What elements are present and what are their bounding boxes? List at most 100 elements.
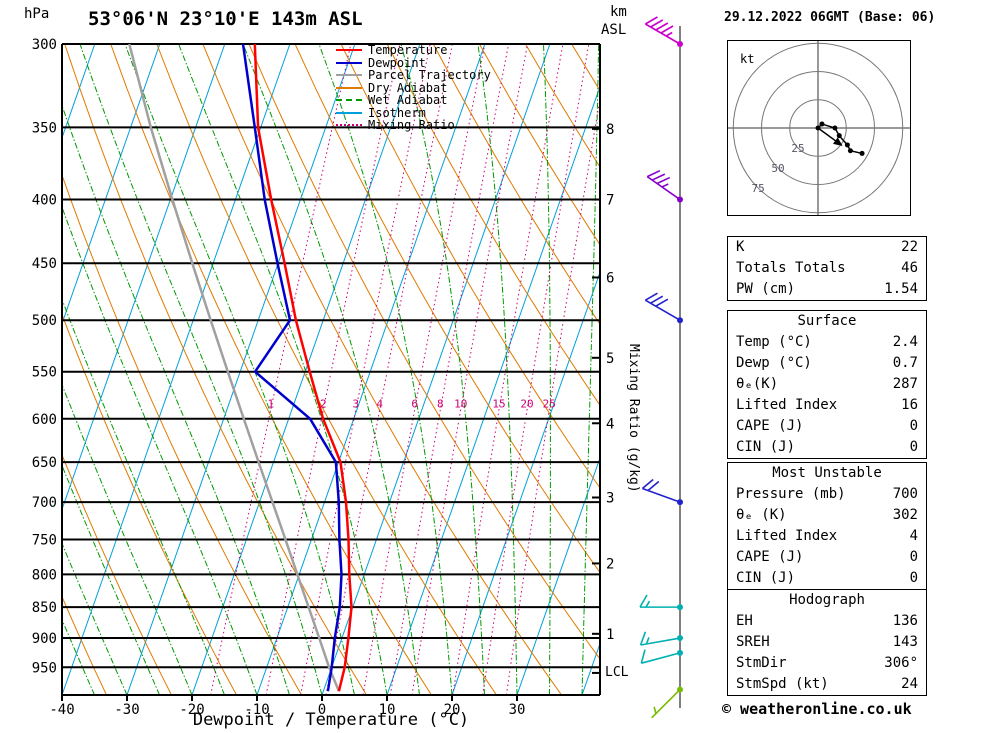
table-row: Totals Totals 46 <box>728 258 926 279</box>
svg-text:6: 6 <box>411 398 418 411</box>
info-table: Surface Temp (°C) 2.4 Dewp (°C) 0.7 θₑ(K) 287 L… <box>727 310 927 459</box>
svg-text:4: 4 <box>376 398 383 411</box>
table-header: Hodograph <box>789 592 865 608</box>
legend-label: Parcel Trajectory <box>368 68 491 83</box>
legend-item: Parcel Trajectory <box>336 68 491 83</box>
km-axis: 8 7 6 5 4 3 2 1 <box>592 122 614 674</box>
svg-text:25: 25 <box>791 142 804 155</box>
row-value: 0 <box>909 418 918 434</box>
svg-text:10: 10 <box>379 702 396 718</box>
legend-swatch <box>336 49 362 52</box>
mixing-ratio-labels: 1 2 3 4 6 8 10 15 20 25 <box>267 398 555 411</box>
row-value: 306° <box>884 655 918 671</box>
row-label: CAPE (J) <box>736 549 804 565</box>
isotherm-lines <box>62 44 600 695</box>
hodograph-unit-label: kt <box>740 52 755 66</box>
row-label: Pressure (mb) <box>736 486 846 502</box>
legend-label: Isotherm <box>368 105 426 120</box>
svg-text:600: 600 <box>32 412 57 428</box>
svg-text:5: 5 <box>606 351 614 367</box>
table-row: EH 136 <box>728 611 926 632</box>
lcl-label: LCL <box>605 665 629 680</box>
table-header: Most Unstable <box>772 465 882 481</box>
svg-text:6: 6 <box>606 270 614 286</box>
svg-text:450: 450 <box>32 256 57 272</box>
row-label: CIN (J) <box>736 570 796 586</box>
row-value: 0 <box>909 549 918 565</box>
temp-axis: -40 -30 -20 -10 0 10 20 30 <box>49 695 525 718</box>
table-row: θₑ(K) 287 <box>728 374 926 395</box>
row-value: 22 <box>901 239 918 255</box>
row-value: 143 <box>892 634 918 650</box>
row-value: 4 <box>909 528 918 544</box>
row-label: Totals Totals <box>736 260 846 276</box>
legend-swatch <box>336 99 362 102</box>
asl-label: ASL <box>601 22 627 38</box>
row-label: SREH <box>736 634 770 650</box>
svg-text:300: 300 <box>32 37 57 53</box>
svg-text:400: 400 <box>32 193 57 209</box>
pressure-grid <box>61 43 601 696</box>
svg-text:-30: -30 <box>114 702 139 718</box>
pressure-unit-label: hPa <box>24 6 50 22</box>
mixing-ratio-lines <box>210 44 600 695</box>
svg-text:25: 25 <box>543 398 556 411</box>
km-unit-label: km <box>610 4 627 20</box>
svg-text:3: 3 <box>606 490 614 506</box>
info-table: Hodograph EH 136 SREH 143 StmDir 306° StmSpd (k… <box>727 589 927 696</box>
row-value: 302 <box>892 507 918 523</box>
info-tables: K 22 Totals Totals 46 PW (cm) 1.54 Surface Temp… <box>727 236 927 696</box>
table-row: CIN (J) 0 <box>728 568 926 589</box>
row-label: K <box>736 239 745 255</box>
legend-label: Mixing Ratio <box>368 118 455 133</box>
svg-text:20: 20 <box>520 398 533 411</box>
legend-item: Dewpoint <box>336 56 491 70</box>
table-row: CIN (J) 0 <box>728 437 926 458</box>
svg-text:850: 850 <box>32 600 57 616</box>
svg-text:2: 2 <box>320 398 327 411</box>
legend-swatch <box>336 86 362 89</box>
table-row: Pressure (mb) 700 <box>728 484 926 505</box>
x-axis-label: Dewpoint / Temperature (°C) <box>192 710 470 730</box>
svg-text:-40: -40 <box>49 702 74 718</box>
parcel-curve <box>128 44 341 692</box>
row-value: 0 <box>909 570 918 586</box>
svg-text:8: 8 <box>606 122 614 138</box>
row-label: StmDir <box>736 655 787 671</box>
legend-swatch <box>336 61 362 64</box>
row-label: Dewp (°C) <box>736 355 812 371</box>
row-value: 0 <box>909 439 918 455</box>
legend: Temperature Dewpoint Parcel Trajectory Dry … <box>336 43 491 133</box>
svg-text:650: 650 <box>32 455 57 471</box>
row-value: 1.54 <box>884 281 918 297</box>
info-table: K 22 Totals Totals 46 PW (cm) 1.54 <box>727 236 927 301</box>
svg-text:800: 800 <box>32 567 57 583</box>
table-row: PW (cm) 1.54 <box>728 279 926 300</box>
wind-barbs <box>639 16 683 719</box>
svg-text:0: 0 <box>318 702 326 718</box>
svg-text:30: 30 <box>509 702 526 718</box>
wet-adiabat-lines <box>62 44 600 695</box>
table-row: Lifted Index 16 <box>728 395 926 416</box>
page-title: 53°06'N 23°10'E 143m ASL <box>88 8 363 30</box>
mixing-ratio-axis-label: Mixing Ratio (g/kg) <box>626 344 641 493</box>
svg-text:3: 3 <box>353 398 360 411</box>
table-row: CAPE (J) 0 <box>728 416 926 437</box>
legend-label: Wet Adiabat <box>368 93 448 108</box>
svg-text:50: 50 <box>771 162 784 175</box>
svg-text:500: 500 <box>32 313 57 329</box>
row-label: EH <box>736 613 753 629</box>
legend-item: Temperature <box>336 43 491 57</box>
table-row: CAPE (J) 0 <box>728 547 926 568</box>
row-label: Lifted Index <box>736 528 838 544</box>
legend-swatch <box>336 111 362 114</box>
legend-item: Isotherm <box>336 105 491 120</box>
row-value: 136 <box>892 613 918 629</box>
svg-text:750: 750 <box>32 532 57 548</box>
dewpoint-curve <box>241 44 343 692</box>
temperature-curve <box>253 44 353 692</box>
row-value: 24 <box>901 676 918 692</box>
row-label: StmSpd (kt) <box>736 676 829 692</box>
row-value: 2.4 <box>892 334 918 350</box>
